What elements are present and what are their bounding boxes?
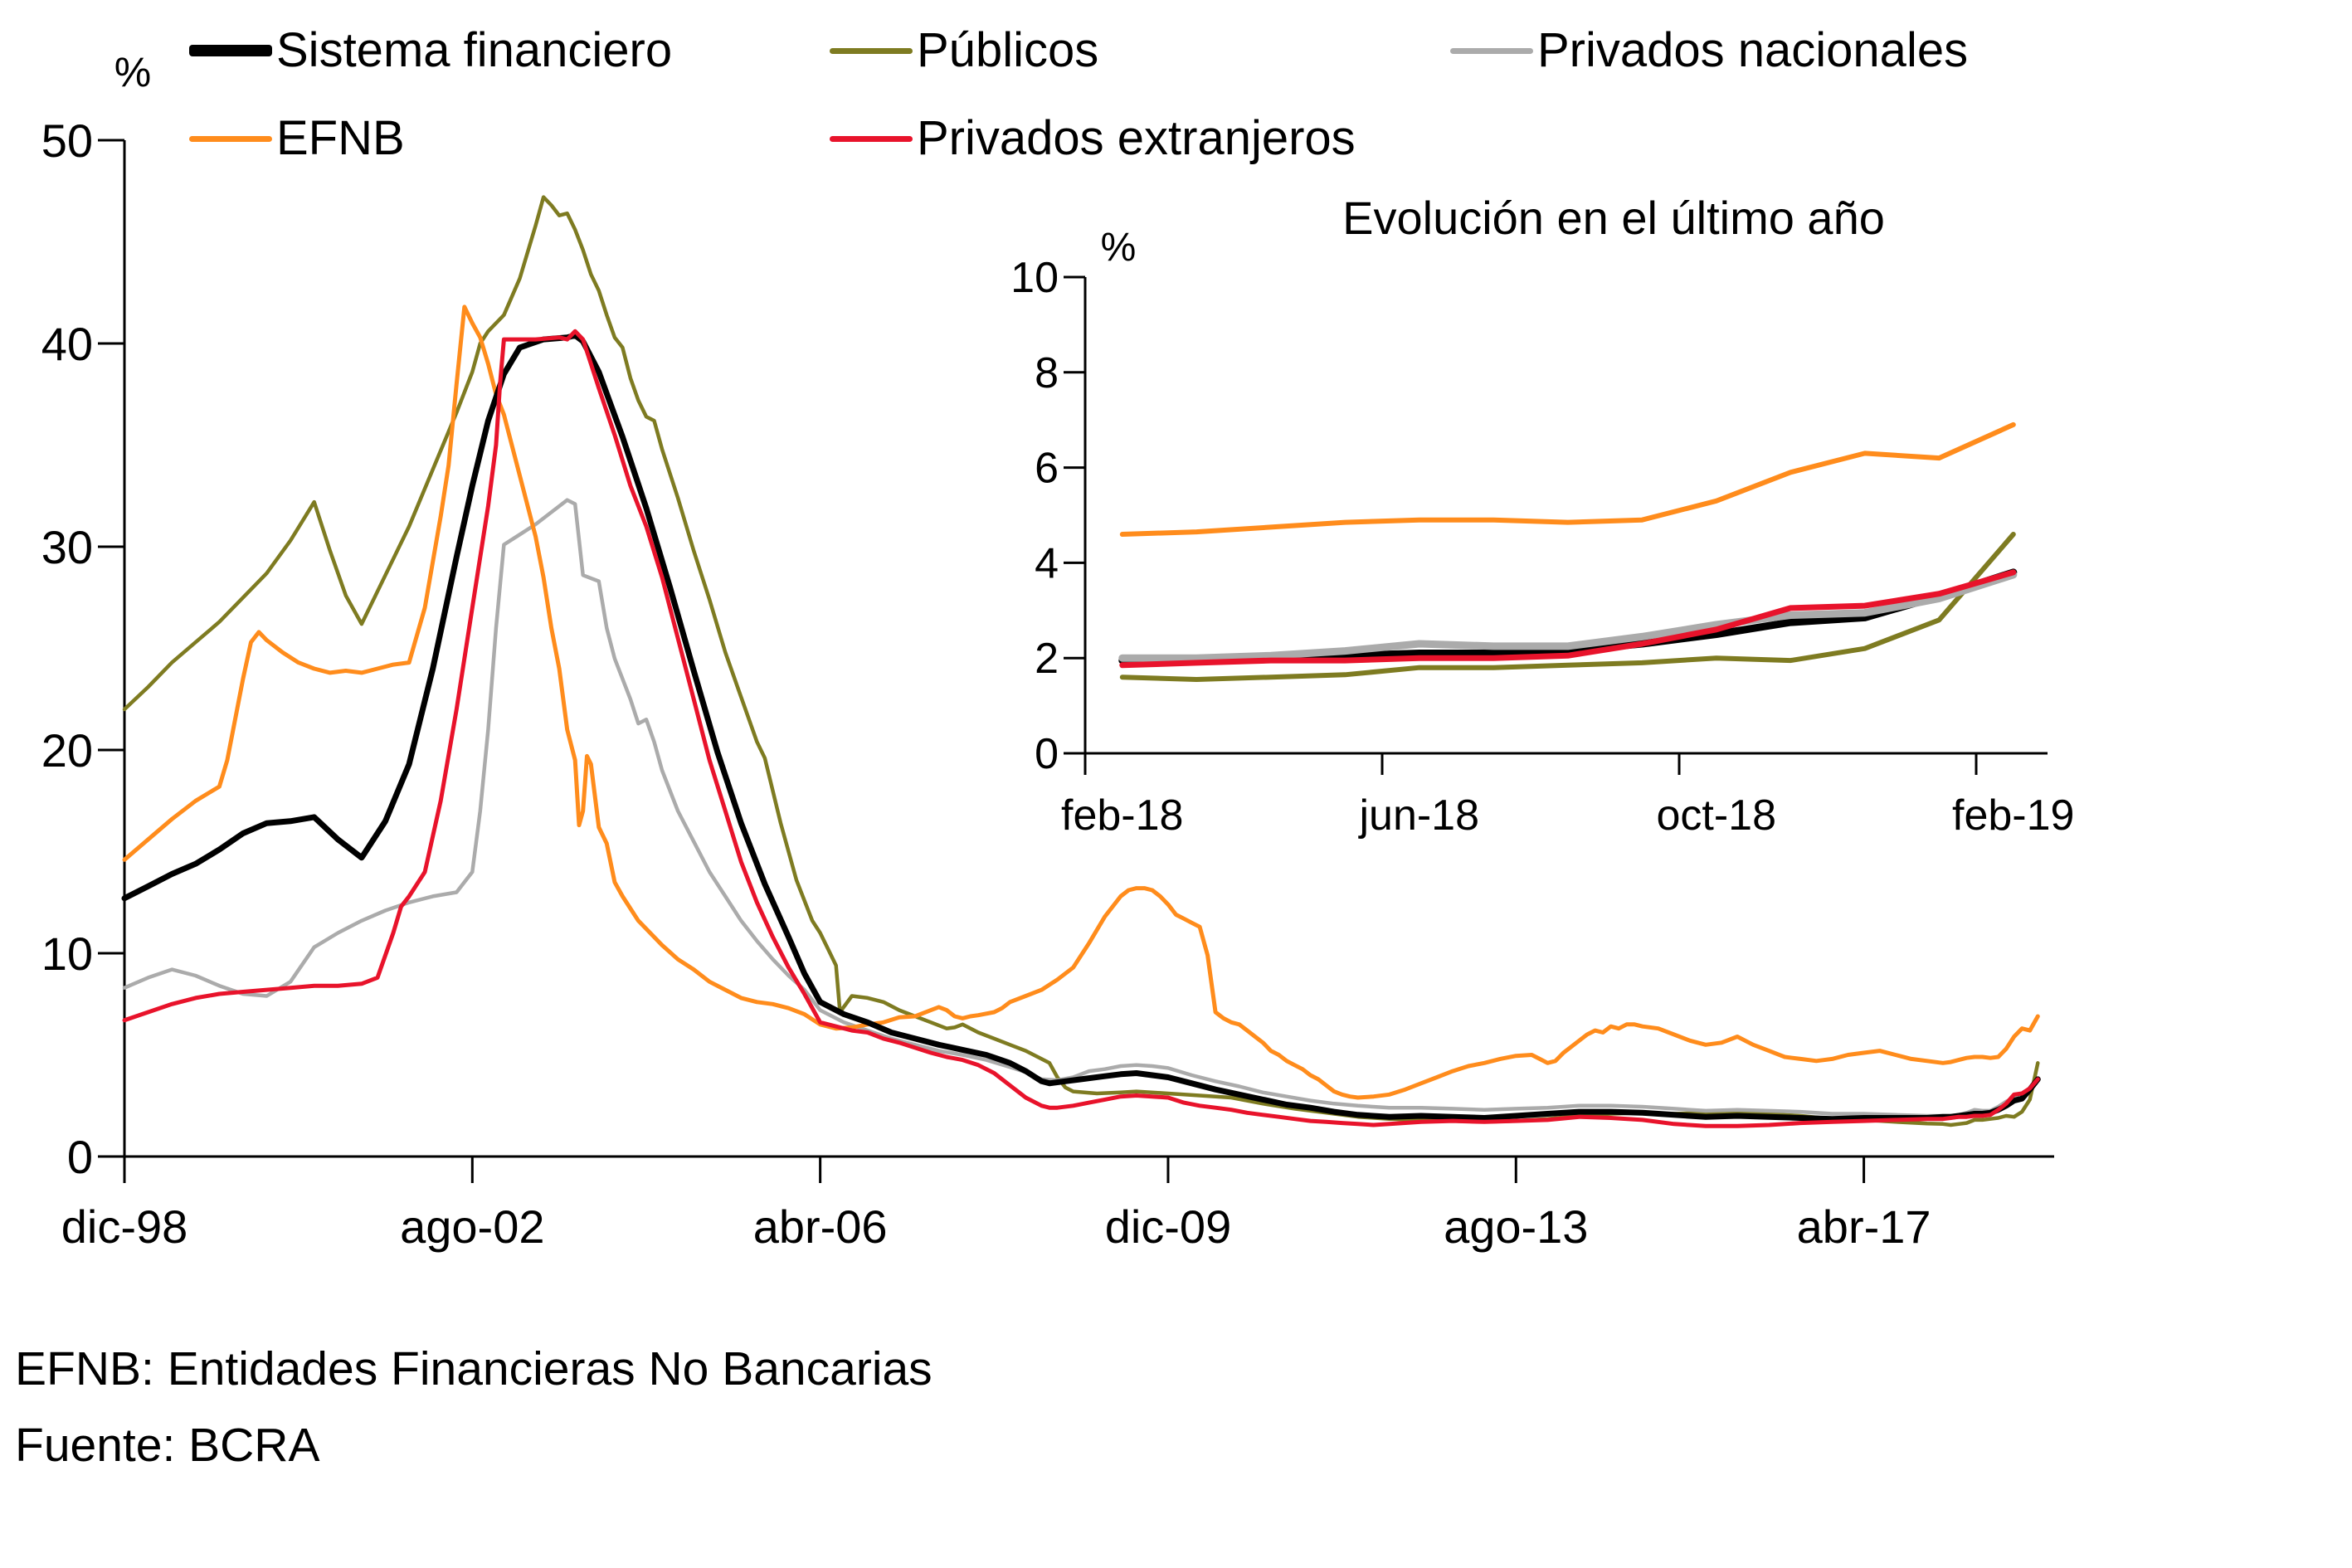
main-chart-series-privados-nacionales [122, 498, 2040, 1118]
inset-chart-unit-label: % [1101, 226, 1137, 270]
main-chart-x-tick-label-ago-02: ago-02 [400, 1200, 544, 1253]
legend-swatch-privados-extranjeros [830, 135, 913, 142]
legend-item-privados-extranjeros: Privados extranjeros [830, 108, 1356, 169]
inset-chart-series-privados-extranjeros [1119, 569, 2017, 669]
legend-label-sistema-financiero: Sistema financiero [276, 23, 673, 77]
legend-swatch-publicos [830, 47, 913, 54]
legend-label-privados-nacionales: Privados nacionales [1537, 23, 1969, 77]
legend-item-efnb: EFNB [189, 108, 405, 169]
inset-chart-y-tick-label-8: 8 [1035, 349, 1059, 397]
main-chart-x-tick-label-dic-98: dic-98 [61, 1200, 188, 1253]
inset-chart-series-publicos [1119, 532, 2016, 682]
legend-item-privados-nacionales: Privados nacionales [1450, 20, 1968, 81]
inset-chart-y-tick-label-0: 0 [1035, 730, 1059, 778]
inset-chart-x-tick-label-jun-18: jun-18 [1357, 791, 1479, 840]
inset-chart-y-tick-label-4: 4 [1035, 539, 1059, 587]
legend-swatch-efnb [189, 135, 272, 142]
main-chart-y-tick-label-30: 30 [41, 521, 93, 573]
main-chart-unit-label: % [114, 49, 151, 95]
legend-label-privados-extranjeros: Privados extranjeros [917, 111, 1356, 165]
main-chart-series-publicos [122, 195, 2040, 1127]
main-chart-series-sistema-financiero [121, 332, 2041, 1122]
main-chart-x-tick-label-dic-09: dic-09 [1105, 1200, 1232, 1253]
inset-chart-x-tick-label-feb-19: feb-19 [1952, 791, 2074, 840]
inset-chart-x-tick-label-feb-18: feb-18 [1061, 791, 1183, 840]
inset-chart-series-privados-nacionales [1118, 571, 2018, 662]
legend-label-publicos: Públicos [917, 23, 1099, 77]
inset-chart-x-tick-label-oct-18: oct-18 [1656, 791, 1776, 840]
legend-item-sistema-financiero: Sistema financiero [189, 20, 672, 81]
footnote-source: Fuente: BCRA [15, 1419, 320, 1472]
legend-swatch-privados-nacionales [1450, 47, 1533, 54]
main-chart-y-tick-label-50: 50 [41, 114, 93, 167]
main-chart-x-tick-label-ago-13: ago-13 [1444, 1200, 1588, 1253]
legend-item-publicos: Públicos [830, 20, 1098, 81]
inset-chart-y-tick-label-10: 10 [1010, 254, 1059, 302]
inset-chart-title: Evolución en el último año [1342, 192, 1885, 244]
inset-chart-y-tick-label-2: 2 [1035, 635, 1059, 683]
main-chart-y-tick-label-40: 40 [41, 318, 93, 370]
inset-chart-y-tick-label-6: 6 [1035, 445, 1059, 493]
inset-chart: 0 2 4 6 8 10 feb-18 jun-18 oct-18 feb-19% Evolució… [1010, 192, 2074, 840]
legend-label-efnb: EFNB [276, 111, 405, 165]
inset-chart-series-efnb [1119, 421, 2016, 537]
main-chart-x-tick-label-abr-06: abr-06 [753, 1200, 888, 1253]
footnote-efnb-definition: EFNB: Entidades Financieras No Bancarias [15, 1342, 933, 1395]
main-chart-y-tick-label-20: 20 [41, 724, 93, 777]
legend-swatch-sistema-financiero [189, 45, 272, 56]
main-chart-y-tick-label-10: 10 [41, 928, 93, 980]
chart-footnotes: EFNB: Entidades Financieras No Bancarias… [15, 1331, 933, 1483]
main-chart-y-tick-label-0: 0 [67, 1131, 93, 1183]
main-chart-series-privados-extranjeros [122, 329, 2040, 1128]
main-chart-x-tick-label-abr-17: abr-17 [1797, 1200, 1931, 1253]
main-chart-series-efnb [122, 304, 2040, 1100]
